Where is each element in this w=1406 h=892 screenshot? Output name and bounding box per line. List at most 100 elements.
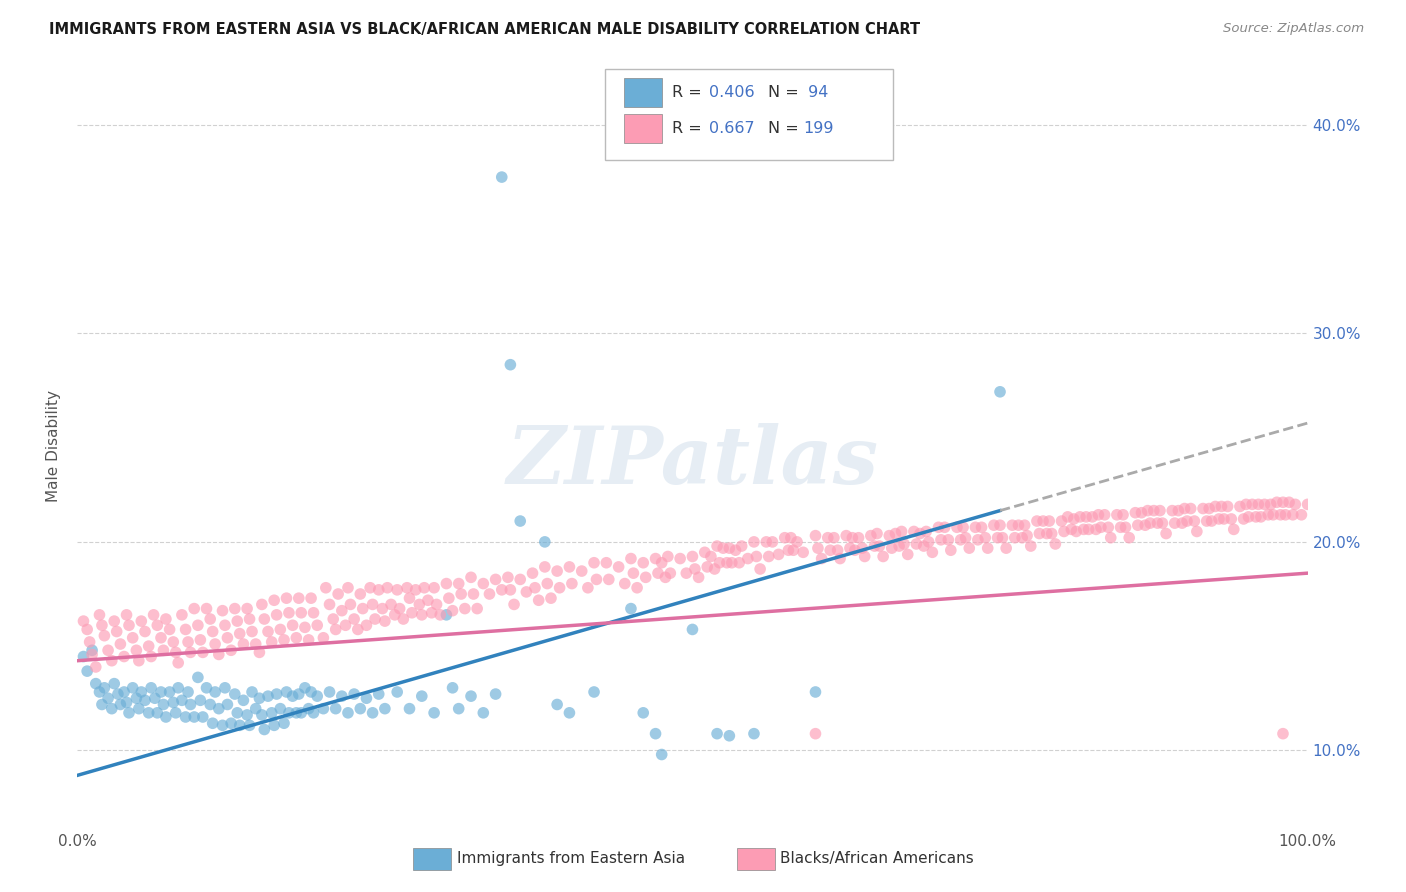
Point	[118, 618, 141, 632]
Point	[1073, 522, 1095, 536]
Point	[965, 520, 987, 534]
Point	[219, 643, 242, 657]
Point	[1253, 497, 1275, 511]
Point	[302, 606, 325, 620]
Point	[872, 549, 894, 564]
Point	[1154, 526, 1177, 541]
Point	[195, 681, 218, 695]
Point	[84, 676, 107, 690]
Point	[633, 706, 655, 720]
Point	[915, 524, 938, 539]
Point	[682, 549, 704, 564]
Point	[191, 645, 214, 659]
Point	[1126, 518, 1149, 533]
Point	[236, 707, 259, 722]
Point	[253, 612, 276, 626]
Point	[89, 607, 111, 622]
Point	[583, 556, 606, 570]
Point	[411, 689, 433, 703]
Text: R =: R =	[672, 86, 707, 100]
Point	[988, 384, 1011, 399]
Point	[1077, 522, 1099, 536]
Point	[180, 645, 202, 659]
Point	[1291, 508, 1313, 522]
Point	[1237, 509, 1260, 524]
Point	[298, 632, 321, 647]
Point	[326, 587, 350, 601]
Point	[1125, 506, 1147, 520]
Point	[128, 701, 150, 715]
Point	[731, 539, 754, 553]
Point	[1208, 512, 1230, 526]
Point	[540, 591, 562, 606]
Point	[200, 612, 222, 626]
Point	[583, 685, 606, 699]
Point	[703, 562, 725, 576]
Point	[146, 706, 169, 720]
Point	[107, 687, 129, 701]
Point	[859, 528, 882, 542]
Point	[1001, 518, 1024, 533]
Point	[437, 591, 460, 606]
Point	[170, 693, 193, 707]
Point	[827, 543, 849, 558]
Point	[1211, 500, 1233, 514]
Point	[302, 706, 325, 720]
Point	[620, 551, 643, 566]
Point	[138, 706, 160, 720]
Point	[1282, 508, 1305, 522]
Point	[1085, 522, 1108, 536]
Text: 0.406: 0.406	[709, 86, 754, 100]
Point	[851, 541, 873, 556]
Point	[1066, 524, 1088, 539]
Point	[912, 539, 935, 553]
Point	[253, 723, 276, 737]
Point	[1032, 514, 1054, 528]
Point	[1152, 516, 1174, 530]
Point	[245, 701, 267, 715]
Point	[844, 543, 866, 558]
Point	[921, 545, 943, 559]
Point	[607, 560, 630, 574]
Point	[647, 566, 669, 581]
Point	[634, 570, 657, 584]
Point	[115, 607, 138, 622]
Point	[299, 591, 322, 606]
Point	[1038, 514, 1060, 528]
Point	[228, 626, 252, 640]
Point	[97, 691, 120, 706]
Point	[337, 706, 360, 720]
Point	[893, 537, 915, 551]
Point	[1296, 497, 1319, 511]
Point	[1056, 509, 1078, 524]
Point	[423, 706, 446, 720]
Point	[853, 549, 876, 564]
Point	[401, 606, 423, 620]
Point	[1185, 524, 1208, 539]
Point	[706, 539, 728, 553]
Point	[946, 520, 969, 534]
Point	[377, 581, 399, 595]
Point	[226, 706, 249, 720]
Point	[1244, 509, 1267, 524]
Point	[165, 645, 187, 659]
Point	[576, 581, 599, 595]
Point	[429, 607, 451, 622]
Point	[170, 607, 193, 622]
Point	[195, 601, 218, 615]
Point	[232, 637, 254, 651]
Point	[330, 604, 353, 618]
Point	[721, 556, 744, 570]
Point	[903, 524, 925, 539]
Point	[1087, 508, 1109, 522]
Point	[1060, 522, 1083, 536]
Point	[1216, 500, 1239, 514]
Point	[374, 614, 396, 628]
Point	[72, 614, 94, 628]
Point	[245, 637, 267, 651]
Point	[307, 689, 329, 703]
Point	[273, 716, 295, 731]
Point	[167, 656, 190, 670]
Point	[651, 747, 673, 762]
Point	[1036, 526, 1059, 541]
